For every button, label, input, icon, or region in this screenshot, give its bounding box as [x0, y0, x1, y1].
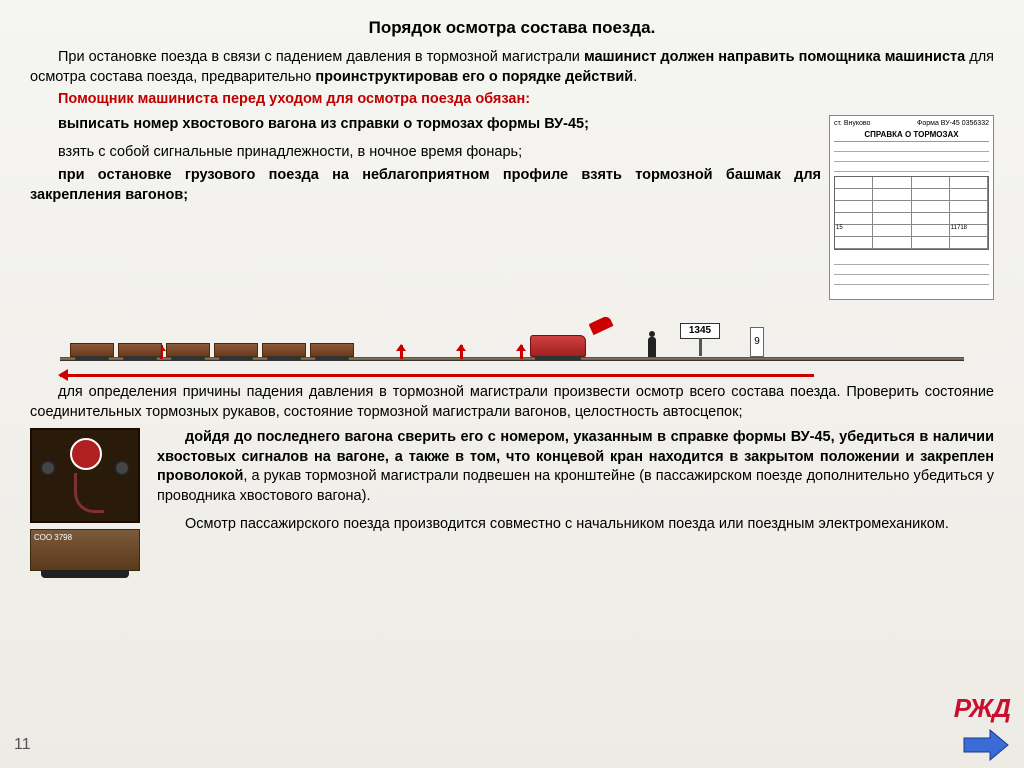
- form-number: Форма ВУ-45 0356332: [917, 120, 989, 127]
- wagon-icon: [262, 343, 306, 357]
- brake-hose-icon: [74, 473, 104, 513]
- tail-wagon-image: [30, 428, 140, 523]
- flat-wagon-image: СОО 3798: [30, 529, 140, 571]
- duties-header: Помощник машиниста перед уходом для осмо…: [30, 91, 994, 107]
- bottom-paragraph-2: Осмотр пассажирского поезда производится…: [157, 515, 994, 535]
- wagon-icon: [310, 343, 354, 357]
- next-page-button[interactable]: [962, 728, 1010, 762]
- intro-paragraph: При остановке поезда в связи с падением …: [30, 48, 994, 87]
- duty-1: выписать номер хвостового вагона из спра…: [30, 115, 821, 135]
- wagon-icon: [214, 343, 258, 357]
- flat-wagon-number: СОО 3798: [34, 533, 72, 542]
- mid-paragraph: для определения причины падения давления…: [30, 383, 994, 422]
- form-row-value: 11718: [950, 225, 988, 236]
- rzd-logo: РЖД: [954, 693, 1010, 724]
- form-station: ст. Внуково: [834, 120, 870, 127]
- form-title: СПРАВКА О ТОРМОЗАХ: [834, 130, 989, 142]
- duty-2: взять с собой сигнальные принадлежности,…: [30, 143, 821, 163]
- bottom-paragraph-1: дойдя до последнего вагона сверить его с…: [157, 428, 994, 506]
- locomotive-icon: [530, 335, 586, 357]
- milepost-sign: 1345: [680, 323, 720, 339]
- duty-3: при остановке грузового поезда на неблаг…: [30, 166, 821, 205]
- tail-signal-disc-icon: [70, 438, 102, 470]
- wagon-icon: [118, 343, 162, 357]
- post-marker: 9: [750, 327, 764, 357]
- page-number: 11: [14, 736, 31, 754]
- wagon-icon: [70, 343, 114, 357]
- train-diagram: 1345 9: [30, 304, 994, 379]
- wagon-icon: [166, 343, 210, 357]
- brake-shoe-icon: [588, 315, 613, 335]
- page-title: Порядок осмотра состава поезда.: [30, 18, 994, 38]
- form-vu45-image: ст. Внуково Форма ВУ-45 0356332 СПРАВКА …: [829, 115, 994, 300]
- person-icon: [648, 337, 656, 357]
